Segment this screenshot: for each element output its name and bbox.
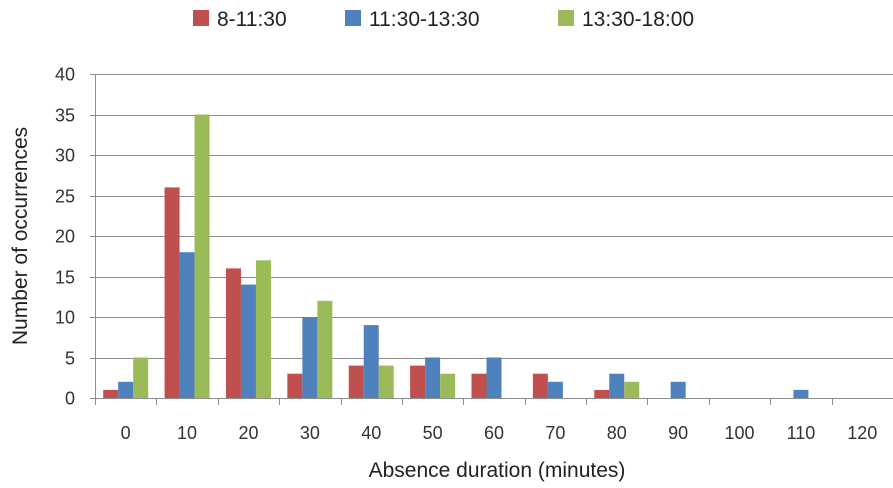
x-tick-label: 100 xyxy=(725,423,755,443)
x-tick-label: 90 xyxy=(668,423,688,443)
bar-8-11:30-50 xyxy=(410,365,426,398)
bars xyxy=(103,114,809,398)
y-axis: 0 5 10 15 20 25 30 35 40 xyxy=(55,65,96,409)
y-tick-label: 0 xyxy=(65,389,75,409)
x-tick-label: 70 xyxy=(545,423,565,443)
bar-11:30-13:30-10 xyxy=(179,252,195,398)
y-tick-label: 35 xyxy=(55,106,75,126)
bar-13:30-18:00-20 xyxy=(255,260,271,398)
legend-label: 13:30-18:00 xyxy=(582,8,694,31)
bar-8-11:30-60 xyxy=(471,373,487,398)
bar-8-11:30-20 xyxy=(225,268,241,398)
bar-8-11:30-0 xyxy=(103,389,119,398)
legend-label: 8-11:30 xyxy=(217,8,287,31)
bar-11:30-13:30-0 xyxy=(118,381,134,398)
x-tick-label: 50 xyxy=(423,423,443,443)
y-tick-label: 30 xyxy=(55,146,75,166)
bar-11:30-13:30-30 xyxy=(302,317,318,398)
legend-swatch xyxy=(193,10,209,26)
bar-13:30-18:00-10 xyxy=(194,114,210,398)
bar-13:30-18:00-80 xyxy=(624,381,640,398)
x-tick-label: 0 xyxy=(121,423,131,443)
bar-11:30-13:30-80 xyxy=(609,373,625,398)
gridlines xyxy=(95,74,893,359)
legend-label: 11:30-13:30 xyxy=(369,8,480,31)
bar-8-11:30-40 xyxy=(348,365,364,398)
bar-11:30-13:30-90 xyxy=(670,381,686,398)
bar-11:30-13:30-40 xyxy=(363,325,379,398)
y-tick-label: 5 xyxy=(65,349,75,369)
x-tick-label: 40 xyxy=(361,423,381,443)
bar-11:30-13:30-50 xyxy=(425,357,441,398)
y-tick-label: 10 xyxy=(55,308,75,328)
bar-11:30-13:30-70 xyxy=(547,381,563,398)
bar-13:30-18:00-0 xyxy=(133,357,149,398)
x-tick-label: 60 xyxy=(484,423,504,443)
legend-swatch xyxy=(345,10,361,26)
x-tick-label: 80 xyxy=(607,423,627,443)
y-tick-label: 40 xyxy=(55,65,75,85)
x-axis-title: Absence duration (minutes) xyxy=(369,459,626,482)
x-axis: 0 10 20 30 40 50 60 70 80 90 100 110 120 xyxy=(95,398,893,443)
bar-8-11:30-80 xyxy=(594,389,610,398)
bar-13:30-18:00-30 xyxy=(317,300,333,398)
bar-11:30-13:30-20 xyxy=(240,284,256,398)
y-tick-label: 25 xyxy=(55,187,75,207)
bar-13:30-18:00-40 xyxy=(378,365,394,398)
x-tick-label: 110 xyxy=(787,423,816,443)
bar-8-11:30-30 xyxy=(287,373,303,398)
x-tick-label: 20 xyxy=(238,423,258,443)
y-tick-label: 20 xyxy=(55,227,75,247)
bar-8-11:30-10 xyxy=(164,187,180,398)
y-tick-label: 15 xyxy=(55,268,75,288)
legend: 8-11:30 11:30-13:30 13:30-18:00 xyxy=(193,8,694,31)
x-tick-label: 10 xyxy=(177,423,197,443)
bar-8-11:30-70 xyxy=(532,373,548,398)
bar-11:30-13:30-60 xyxy=(486,357,502,398)
bar-13:30-18:00-50 xyxy=(440,373,456,398)
bar-11:30-13:30-110 xyxy=(793,389,809,398)
y-axis-title: Number of occurrences xyxy=(9,127,32,345)
x-tick-label: 30 xyxy=(300,423,320,443)
legend-swatch xyxy=(558,10,574,26)
x-tick-label: 120 xyxy=(847,423,877,443)
